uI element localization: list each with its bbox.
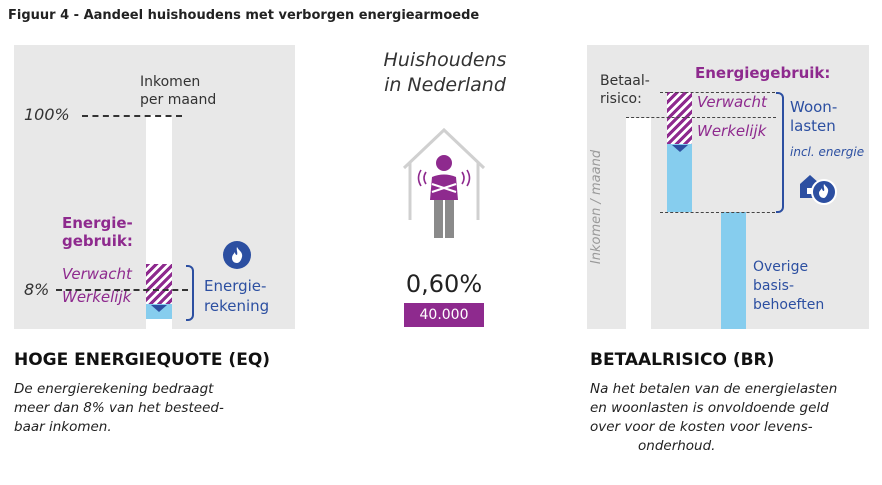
vertical-income-label: Inkomen / maand [589,149,604,265]
figure-title: Figuur 4 - Aandeel huishoudens met verbo… [8,8,480,23]
line-100-pct [82,115,182,117]
actual-label: Werkelijk [62,288,132,306]
line-housing [660,212,775,213]
expected-label-right: Verwacht [697,93,767,111]
house-outline-icon [398,120,490,235]
line-8-pct [56,289,188,291]
income-bar-right [626,118,651,329]
eq-title: HOGE ENERGIEQUOTE (EQ) [14,350,271,370]
line-energy-expected [626,117,776,118]
house-flame-icon [798,170,838,206]
br-description: Na het betalen van de energielasten en w… [590,381,838,454]
energy-usage-label: Energie- gebruik: [62,214,133,250]
center-percentage: 0,60% [405,270,483,298]
housing-incl-label: incl. energie [790,145,865,159]
center-count-badge: 40.000 [404,303,484,327]
expected-label: Verwacht [62,265,132,283]
other-needs-label: Overige basis- behoeften [753,259,825,313]
energy-hatch-block-right [667,92,692,144]
energy-bill-brace [186,265,194,321]
other-needs-block [721,212,746,329]
actual-label-right: Werkelijk [697,122,767,140]
energy-bill-label: Energie- rekening [204,277,270,315]
down-arrow [151,305,167,312]
income-label: Inkomen per maand [140,74,217,108]
energy-usage-label-right: Energiegebruik: [695,64,831,82]
housing-label: Woon- lasten [790,98,838,135]
center-title: Huishoudens in Nederland [383,49,507,96]
payment-risk-label: Betaal- risico: [600,73,650,107]
label-100-pct: 100% [24,105,70,124]
flame-icon [222,240,252,270]
line-energy-actual [660,92,775,93]
eq-description: De energierekening bedraagt meer dan 8% … [14,381,224,435]
person-shivering-icon [412,150,476,242]
energy-hatch-block [146,264,172,304]
housing-blue-block [667,144,692,212]
br-title: BETAALRISICO (BR) [590,350,775,370]
housing-brace [776,92,784,213]
down-arrow-right [672,145,688,152]
label-8-pct: 8% [24,280,50,299]
